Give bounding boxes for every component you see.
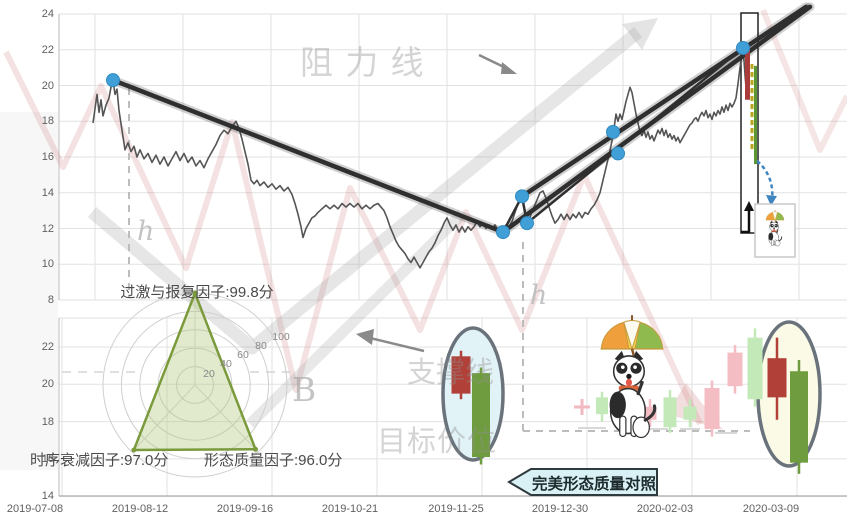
perfect-pattern-ellipse bbox=[756, 320, 822, 468]
radar-vertex bbox=[192, 290, 198, 296]
measurement-dashes bbox=[128, 88, 750, 432]
trend-line bbox=[519, 4, 809, 199]
faded-candle bbox=[663, 397, 677, 428]
watermark-gray-arrowhead bbox=[622, 18, 658, 50]
y-axis-tick-top: 16 bbox=[41, 151, 54, 163]
y-axis-tick-top: 10 bbox=[41, 258, 54, 271]
y-axis-tick-bottom: 14 bbox=[41, 490, 54, 503]
pattern-point[interactable] bbox=[606, 124, 620, 139]
y-axis-tick-bottom: 16 bbox=[41, 452, 54, 465]
radar-vertex bbox=[131, 447, 137, 453]
perfect-pattern-candle bbox=[767, 358, 787, 398]
y-axis-tick-top: 24 bbox=[41, 8, 54, 20]
watermark-layer bbox=[3, 8, 847, 434]
pattern-point[interactable] bbox=[496, 225, 510, 240]
x-axis-tick: 2020-02-03 bbox=[636, 503, 694, 515]
drop-curve-arrow bbox=[756, 160, 777, 206]
x-axis-tick: 2019-08-12 bbox=[111, 503, 169, 515]
radar-factor-bottom-left-label: 时序衰减因子:97.0分 bbox=[30, 452, 169, 469]
support-arrow bbox=[356, 329, 425, 353]
radar-axis bbox=[131, 384, 196, 453]
faded-candle bbox=[747, 337, 763, 400]
x-axis-tick: 2019-10-21 bbox=[321, 503, 379, 515]
radar-vertex bbox=[252, 446, 258, 452]
faded-candle bbox=[596, 397, 608, 415]
radar-factor-bottom-right-label: 形态质量因子:96.0分 bbox=[204, 452, 343, 469]
resistance-arrow bbox=[478, 53, 517, 74]
y-axis-tick-top: 8 bbox=[47, 294, 54, 306]
y-axis-tick-top: 22 bbox=[41, 43, 54, 56]
perfect-pattern-callout-arrow bbox=[507, 468, 658, 496]
x-axis-tick: 2019-11-25 bbox=[428, 503, 484, 515]
radar-triangle bbox=[132, 289, 258, 452]
perfect-pattern-candle bbox=[790, 371, 808, 463]
pattern-point[interactable] bbox=[515, 189, 529, 204]
radar-scale-tick: 80 bbox=[255, 340, 267, 352]
radar-scale-tick: 60 bbox=[237, 349, 249, 361]
watermark-zigzag-gray bbox=[87, 26, 643, 355]
y-axis-tick-top: 14 bbox=[41, 186, 54, 199]
b-point-watermark: B bbox=[292, 370, 317, 409]
height-label-1: h bbox=[137, 216, 155, 247]
background-layer bbox=[0, 112, 58, 470]
watermark-candle-dashes bbox=[62, 371, 737, 434]
pattern-point[interactable] bbox=[106, 73, 120, 88]
resistance-line-watermark: 阻 力 线 bbox=[300, 46, 426, 82]
left-margin-shade bbox=[0, 112, 58, 470]
faded-candle bbox=[683, 406, 697, 420]
watermark-zigzag-red bbox=[3, 50, 703, 426]
support-line-watermark: 支撑线 bbox=[407, 357, 495, 389]
y-axis-tick-top: 18 bbox=[41, 115, 54, 128]
y-axis-tick-top: 20 bbox=[41, 79, 54, 92]
y-axis-tick-bottom: 18 bbox=[41, 415, 54, 428]
pattern-point[interactable] bbox=[736, 40, 750, 55]
radar-scale-tick: 20 bbox=[203, 368, 215, 380]
x-axis-tick: 2019-09-16 bbox=[216, 503, 274, 515]
y-axis-tick-bottom: 20 bbox=[41, 378, 54, 391]
current-pattern-candle bbox=[451, 356, 471, 394]
trend-line bbox=[110, 77, 506, 235]
height-label-2: h bbox=[530, 280, 548, 311]
pattern-point[interactable] bbox=[611, 146, 625, 161]
radar-axis bbox=[194, 384, 259, 453]
current-pattern-candle bbox=[472, 373, 490, 458]
faded-candle bbox=[704, 388, 720, 430]
pattern-segment bbox=[526, 45, 746, 225]
perfect-pattern-callout-label: 完美形态质量对照 bbox=[531, 476, 657, 493]
radar-scale-tick: 100 bbox=[272, 331, 290, 343]
pattern-point[interactable] bbox=[520, 216, 534, 231]
x-axis-tick: 2020-03-09 bbox=[742, 503, 800, 515]
y-axis-tick-top: 12 bbox=[41, 222, 54, 235]
watermark-gray-line bbox=[246, 210, 466, 428]
watermark-zigzag-red-right bbox=[760, 8, 847, 153]
radar-factor-top-label: 过激与报复因子:99.8分 bbox=[120, 284, 274, 301]
entry-elbow-arrow bbox=[741, 201, 754, 234]
x-axis-tick: 2019-07-08 bbox=[6, 503, 64, 515]
target-price-watermark: 目标价位 bbox=[377, 426, 498, 458]
x-axis-tick: 2019-12-30 bbox=[531, 503, 589, 515]
faded-candle bbox=[727, 352, 743, 387]
watermark-plus-marker bbox=[574, 399, 590, 415]
radar-scale-tick: 40 bbox=[220, 358, 232, 370]
y-axis-tick-bottom: 22 bbox=[41, 341, 54, 353]
